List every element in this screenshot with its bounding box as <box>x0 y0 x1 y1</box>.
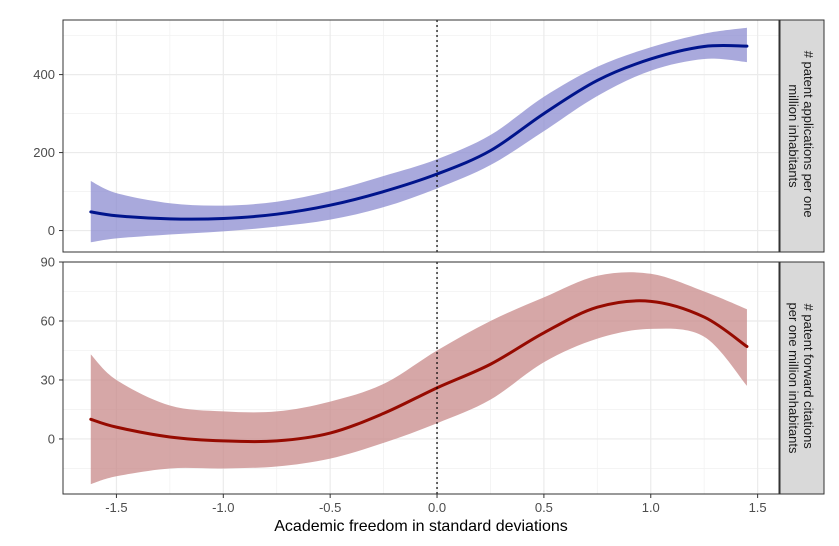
x-tick-label: -0.5 <box>319 500 341 515</box>
x-tick-label: -1.5 <box>105 500 127 515</box>
y-tick-label: 60 <box>41 313 55 328</box>
strip-bottom-label-line-1: # patent forward citations <box>801 304 816 450</box>
strip-top-label-line-2: million inhabitants <box>786 84 801 188</box>
panel-top-border <box>62 19 780 253</box>
strip-top-label-line-1: # patent applications per one <box>801 51 816 218</box>
x-tick-label: 1.5 <box>749 500 767 515</box>
panel-bottom: 0 30 60 90 # patent forward citations per o… <box>41 255 825 495</box>
strip-top: # patent applications per one million in… <box>779 19 825 253</box>
svg-text:# patent applications per one: # patent applications per one million in… <box>786 51 816 222</box>
x-tick-label: -1.0 <box>212 500 234 515</box>
y-tick-label: 30 <box>41 372 55 387</box>
y-tick-label: 400 <box>33 67 55 82</box>
svg-text:# patent forward citations: # patent forward citations per one milli… <box>786 302 816 454</box>
forward-citations-smooth-line <box>89 299 749 444</box>
strip-bottom: # patent forward citations per one milli… <box>779 261 825 495</box>
patent-applications-smooth-line <box>89 43 749 221</box>
panel-top-y-axis: 0 200 400 <box>33 67 63 238</box>
panel-top: 0 200 400 # patent applications per one mi… <box>33 19 825 253</box>
patent-applications-confidence-band <box>90 27 747 243</box>
x-axis-title: Academic freedom in standard deviations <box>274 518 568 535</box>
x-tick-label: 0.0 <box>428 500 446 515</box>
panel-bottom-y-axis: 0 30 60 90 <box>41 255 63 446</box>
strip-bottom-background <box>779 261 825 495</box>
x-tick-label: 1.0 <box>642 500 660 515</box>
panel-bottom-border <box>62 261 780 495</box>
forward-citations-confidence-band <box>90 272 747 485</box>
y-tick-label: 0 <box>48 431 55 446</box>
x-tick-label: 0.5 <box>535 500 553 515</box>
strip-bottom-label-line-2: per one million inhabitants <box>786 302 801 454</box>
y-tick-label: 0 <box>48 223 55 238</box>
y-tick-label: 200 <box>33 145 55 160</box>
x-axis: -1.5 -1.0 -0.5 0.0 0.5 1.0 1.5 <box>105 494 767 515</box>
strip-top-background <box>779 19 825 253</box>
y-tick-label: 90 <box>41 255 55 270</box>
